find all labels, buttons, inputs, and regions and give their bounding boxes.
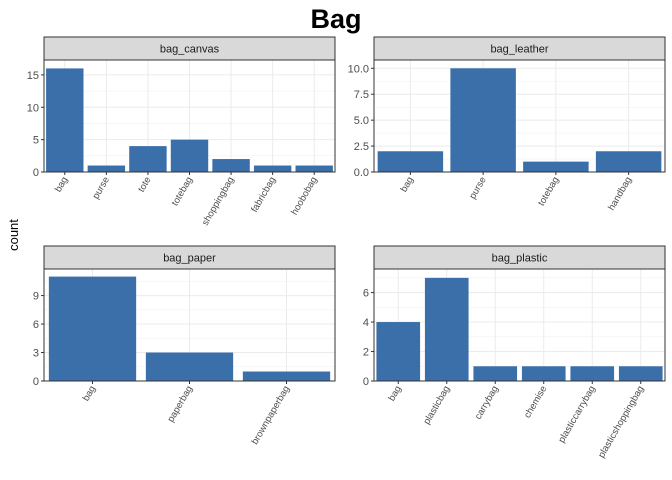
x-tick-label: shoppingbag (200, 175, 237, 228)
y-tick-label: 10.0 (348, 63, 369, 75)
y-tick-label: 15 (27, 70, 39, 82)
x-tick-label: bag (81, 384, 98, 403)
x-tick-label: hoobobag (289, 175, 320, 217)
bar-shoppingbag (212, 159, 250, 172)
y-tick-label: 3 (33, 348, 39, 360)
y-tick-label: 5.0 (354, 115, 369, 127)
bar-purse (87, 165, 126, 172)
y-tick-label: 0 (33, 376, 39, 388)
y-tick-label: 0 (33, 167, 39, 179)
y-tick-label: 4 (363, 317, 369, 329)
y-tick-label: 0 (363, 376, 369, 388)
facet-bag_paper: bag_paper 0 3 6 9 bag paperbag brownpaperbag (33, 245, 336, 447)
y-axis-label: count (6, 219, 21, 251)
strip-label: bag_canvas (160, 44, 220, 56)
strip-label: bag_paper (163, 253, 216, 265)
bar-plasticbag (424, 277, 469, 381)
x-tick-label: bag (399, 175, 416, 194)
x-tick-label: brownpaperbag (250, 384, 293, 447)
facet-bag_leather: bag_leather 0.0 2.5 5.0 7.5 10.0 bag purse toteb… (348, 36, 666, 213)
facet-bag_plastic: bag_plastic 0 2 4 6 bag plasticbag carrybag chem… (363, 245, 666, 460)
bar-paperbag (145, 352, 234, 381)
y-tick-label: 2.5 (354, 141, 369, 153)
bar-bag (48, 276, 137, 381)
y-tick-label: 10 (27, 102, 39, 114)
strip-label: bag_leather (490, 44, 548, 56)
bar-totebag (523, 161, 589, 172)
x-tick-label: bag (386, 384, 403, 403)
bar-hoobobag (295, 165, 333, 172)
y-tick-label: 2 (363, 347, 369, 359)
bar-bag (377, 151, 444, 172)
x-tick-label: totebag (536, 175, 561, 208)
bar-handbag (595, 151, 662, 172)
x-tick-label: bag (53, 175, 70, 194)
bar-bag (376, 322, 421, 381)
x-tick-label: plasticcarrybag (556, 384, 597, 445)
panel-border (373, 59, 666, 173)
x-tick-label: plasticbag (421, 384, 452, 427)
y-tick-label: 6 (363, 288, 369, 300)
y-tick-label: 7.5 (354, 89, 369, 101)
bar-plasticcarrybag (570, 366, 615, 381)
x-tick-label: purse (91, 175, 112, 201)
strip-label: bag_plastic (492, 253, 548, 265)
x-tick-label: chemise (522, 384, 549, 420)
panel-background (374, 269, 665, 381)
bar-tote (129, 146, 167, 172)
bar-fabricbag (253, 165, 292, 172)
bar-bag (46, 68, 84, 172)
x-tick-label: purse (467, 175, 488, 201)
x-tick-label: plasticshoppingbag (596, 384, 646, 460)
y-tick-label: 5 (33, 135, 39, 147)
bar-brownpaperbag (242, 371, 331, 381)
panel-border (373, 268, 666, 382)
y-tick-label: 9 (33, 291, 39, 303)
x-tick-label: carrybag (473, 384, 501, 422)
chart-title: Bag (310, 4, 361, 34)
bar-purse (450, 68, 516, 172)
x-tick-label: handbag (606, 175, 634, 213)
y-tick-label: 0.0 (354, 167, 369, 179)
bar-plasticshoppingbag (618, 366, 663, 381)
x-tick-label: totebag (170, 175, 195, 208)
bar-totebag (170, 139, 209, 172)
x-tick-label: fabricbag (249, 175, 278, 214)
bar-chemise (521, 366, 566, 381)
facet-bag_canvas: bag_canvas 0 5 10 15 bag purse tote totebag shopp… (27, 36, 336, 228)
y-tick-label: 6 (33, 319, 39, 331)
x-tick-label: paperbag (165, 384, 195, 424)
bar-carrybag (473, 366, 518, 381)
x-tick-label: tote (136, 175, 153, 194)
